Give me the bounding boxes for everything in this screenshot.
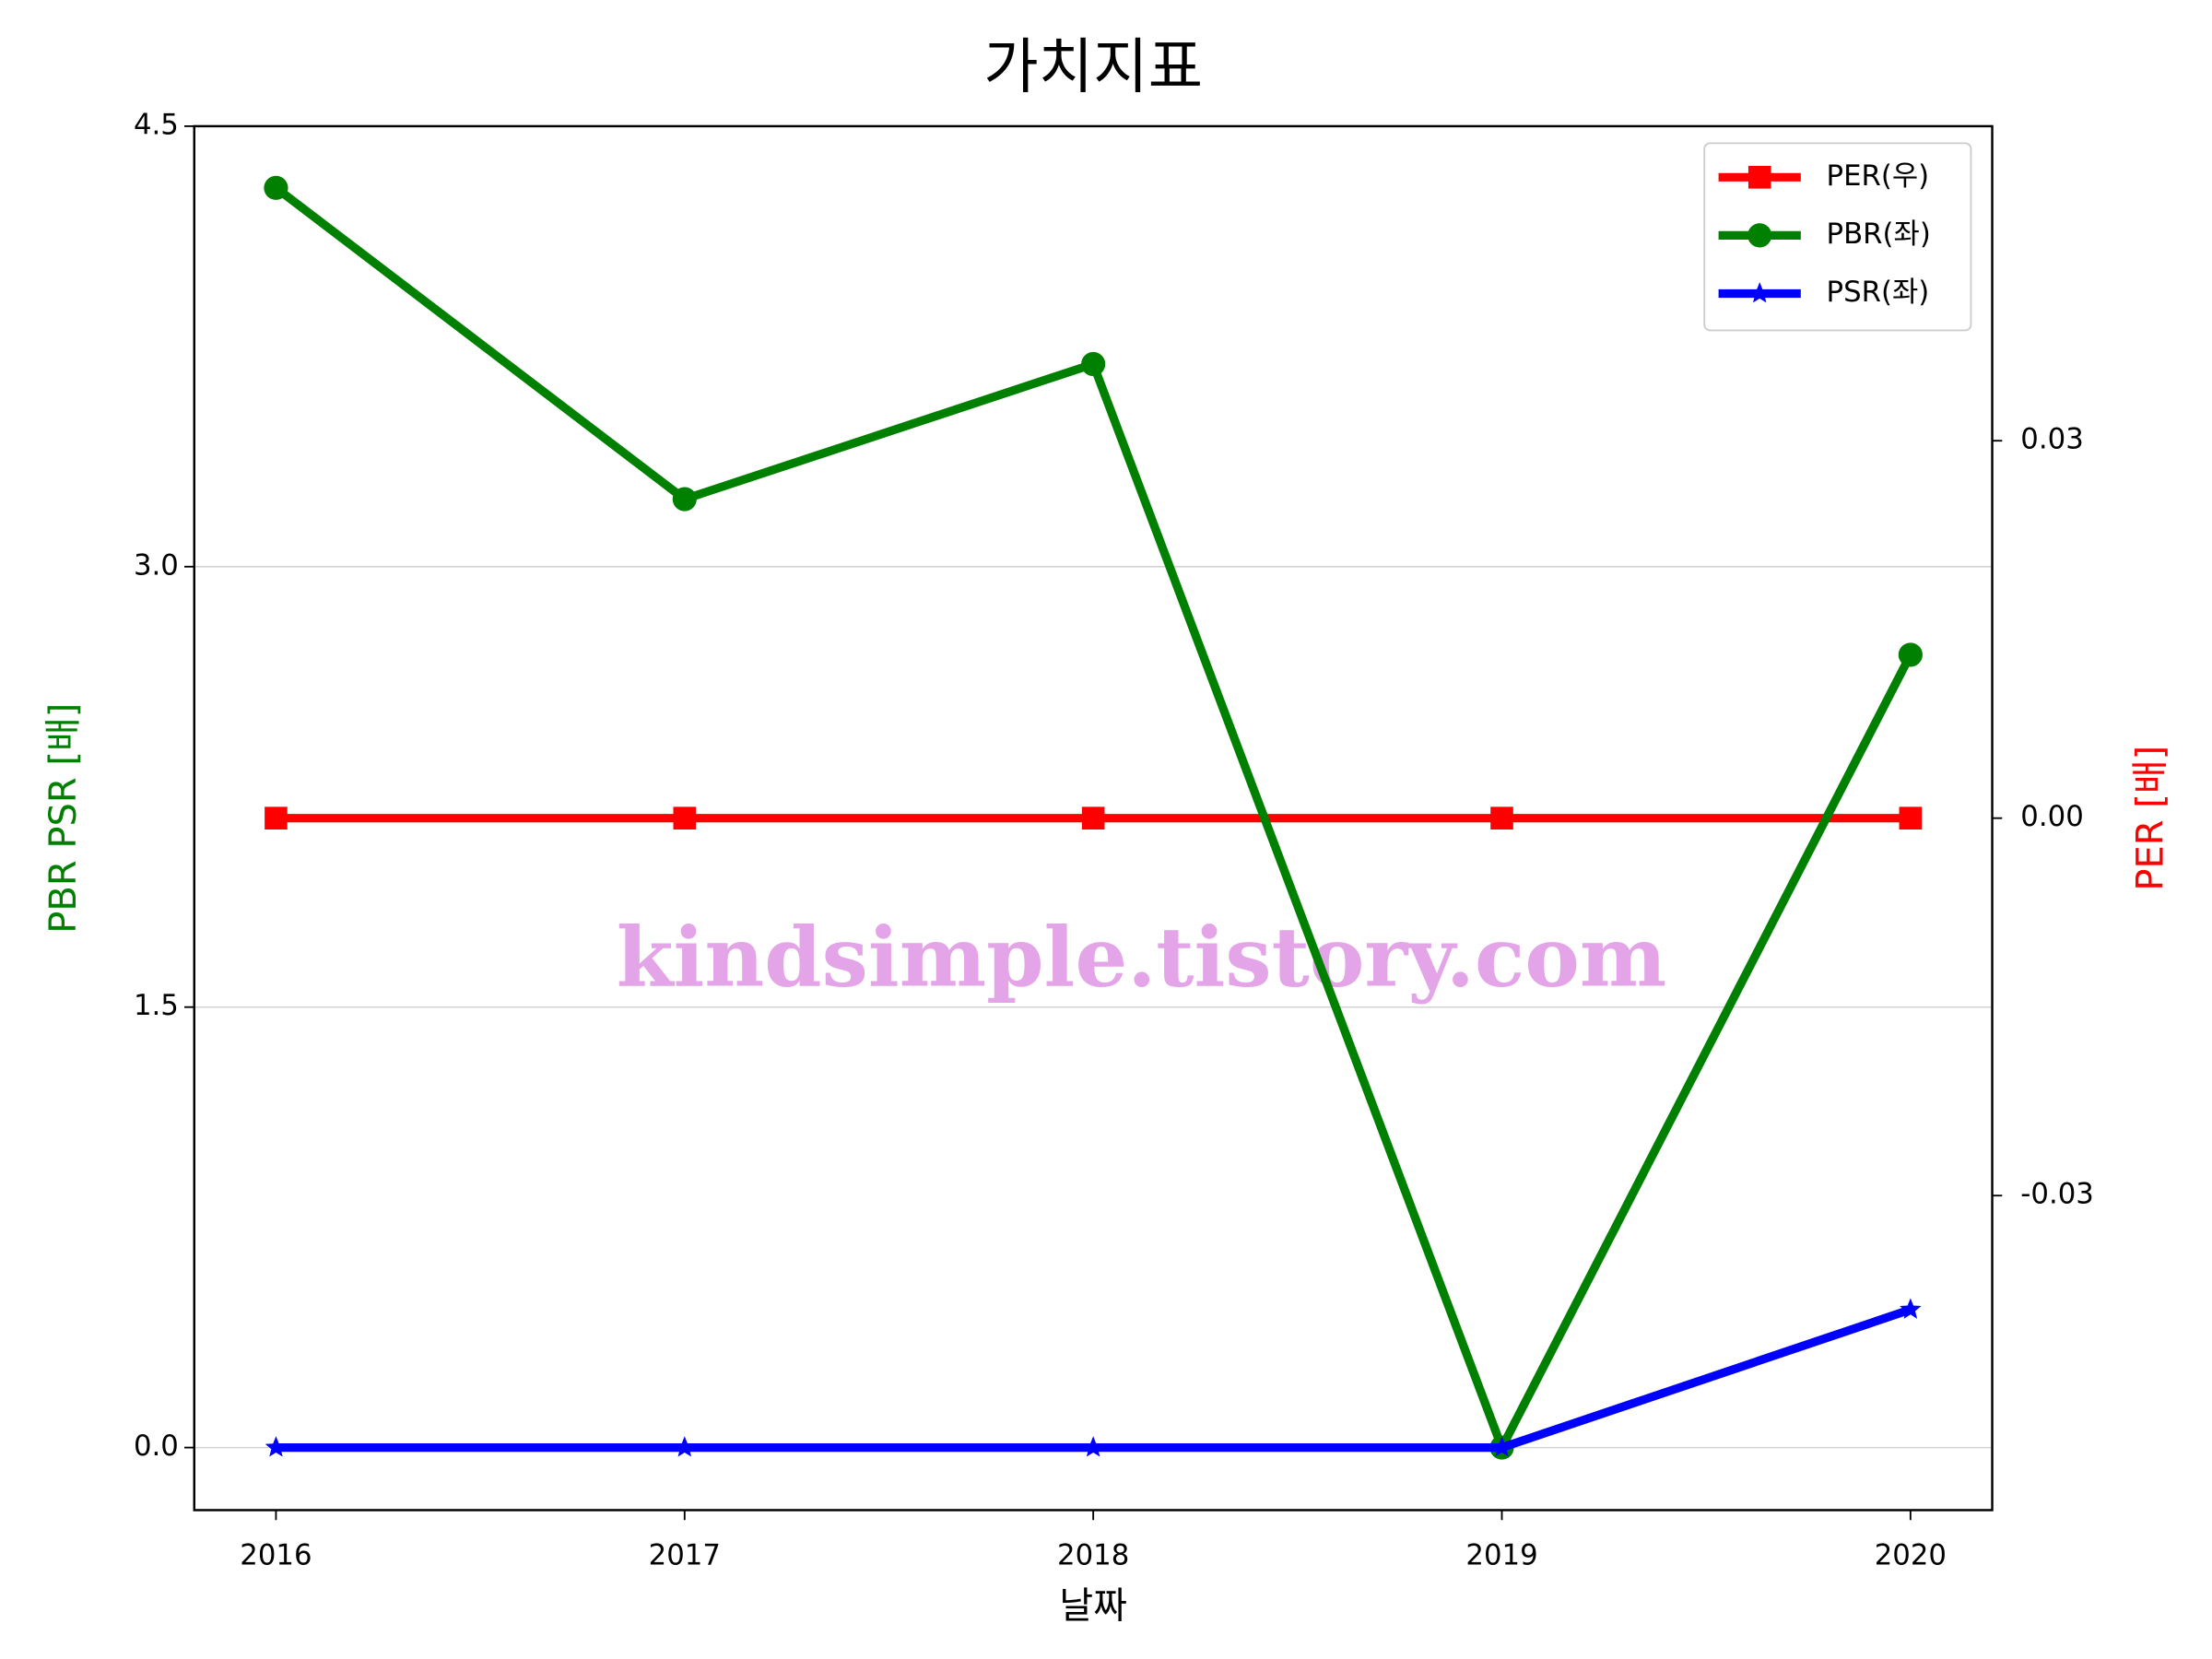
- marker-star: [1490, 1436, 1513, 1457]
- marker-square: [1490, 806, 1513, 830]
- y-tick-label: 4.5: [134, 108, 179, 141]
- y2-tick-label: 0.03: [2020, 423, 2083, 456]
- y-tick-label: 0.0: [134, 1430, 179, 1463]
- marker-square: [1081, 806, 1105, 830]
- marker-circle: [1081, 351, 1106, 377]
- y2-axis-label: PER [배]: [2129, 746, 2171, 891]
- marker-circle: [1898, 642, 1923, 667]
- x-tick-label: 2018: [1057, 1539, 1129, 1572]
- x-axis-label: 날짜: [1059, 1585, 1127, 1628]
- legend-box: [1703, 142, 1972, 332]
- marker-star: [265, 1436, 288, 1457]
- legend-marker: [1747, 223, 1772, 248]
- marker-square: [1899, 806, 1923, 830]
- marker-square: [673, 806, 697, 830]
- x-tick-label: 2020: [1875, 1539, 1947, 1572]
- y-axis-label: PBR PSR [배]: [42, 703, 85, 934]
- x-tick-label: 2019: [1465, 1539, 1537, 1572]
- chart-title: 가치지표: [983, 33, 1203, 102]
- x-tick-label: 2016: [240, 1539, 312, 1572]
- marker-square: [265, 806, 288, 830]
- y-tick-label: 1.5: [134, 989, 179, 1022]
- y-tick-label: 3.0: [134, 548, 179, 582]
- legend-marker: [1747, 166, 1771, 189]
- marker-star: [1082, 1436, 1104, 1457]
- marker-circle: [264, 175, 288, 200]
- y2-tick-label: -0.03: [2020, 1178, 2094, 1211]
- y2-tick-label: 0.00: [2020, 800, 2083, 833]
- legend-label: PBR(좌): [1827, 218, 1931, 251]
- legend-marker: [1748, 282, 1771, 303]
- marker-star: [674, 1436, 696, 1457]
- x-tick-label: 2017: [649, 1539, 721, 1572]
- legend: PER(우) PBR(좌) PSR(좌): [1703, 142, 1972, 332]
- legend-label: PSR(좌): [1827, 276, 1930, 309]
- marker-circle: [672, 487, 697, 512]
- legend-label: PER(우): [1827, 159, 1930, 193]
- marker-star: [1900, 1298, 1922, 1319]
- watermark: kindsimple.tistory.com: [617, 910, 1667, 1006]
- plot-frame: [193, 124, 1994, 1512]
